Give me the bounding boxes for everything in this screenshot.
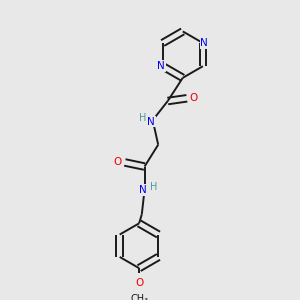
Text: N: N [200,38,208,48]
Text: N: N [139,185,147,195]
Text: N: N [158,61,165,71]
Text: H: H [150,182,157,192]
Text: O: O [114,158,122,167]
Text: H: H [139,113,146,123]
Text: CH₃: CH₃ [130,294,148,300]
Text: N: N [148,116,155,127]
Text: O: O [190,93,198,103]
Text: O: O [135,278,143,288]
